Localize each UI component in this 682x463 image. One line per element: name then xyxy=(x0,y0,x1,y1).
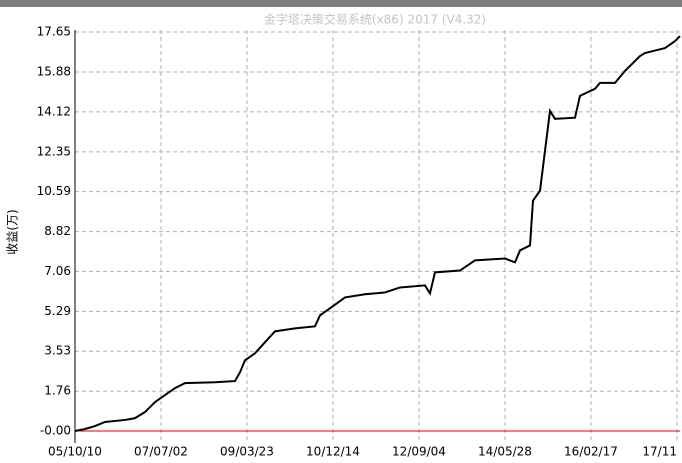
equity-line xyxy=(74,35,681,432)
x-tick-label: 09/03/23 xyxy=(220,445,274,459)
y-tick-label: 14.12 xyxy=(37,104,71,118)
y-tick-label: 8.82 xyxy=(44,224,71,238)
y-tick-label: -0.00 xyxy=(40,424,71,438)
y-tick-label: 17.65 xyxy=(37,25,71,39)
x-tick-label: 14/05/28 xyxy=(478,445,532,459)
title-bar xyxy=(0,0,682,7)
x-tick-label: 05/10/10 xyxy=(48,445,102,459)
y-tick-label: 3.53 xyxy=(44,344,71,358)
y-tick-label: 5.29 xyxy=(44,304,71,318)
y-tick-label: 15.88 xyxy=(37,65,71,79)
x-tick-label: 10/12/14 xyxy=(306,445,360,459)
x-tick-label: 17/11 xyxy=(642,445,677,459)
x-tick-label: 12/09/04 xyxy=(392,445,446,459)
y-tick-label: 7.06 xyxy=(44,264,71,278)
watermark-title: 金字塔决策交易系统(x86) 2017 (V4.32) xyxy=(264,12,486,27)
x-tick-label: 16/02/17 xyxy=(564,445,618,459)
y-tick-label: 10.59 xyxy=(37,184,71,198)
y-tick-label: 1.76 xyxy=(44,384,71,398)
y-axis-label: 收益(万) xyxy=(6,209,20,254)
x-tick-label: 07/07/02 xyxy=(134,445,188,459)
y-tick-label: 12.35 xyxy=(37,144,71,158)
